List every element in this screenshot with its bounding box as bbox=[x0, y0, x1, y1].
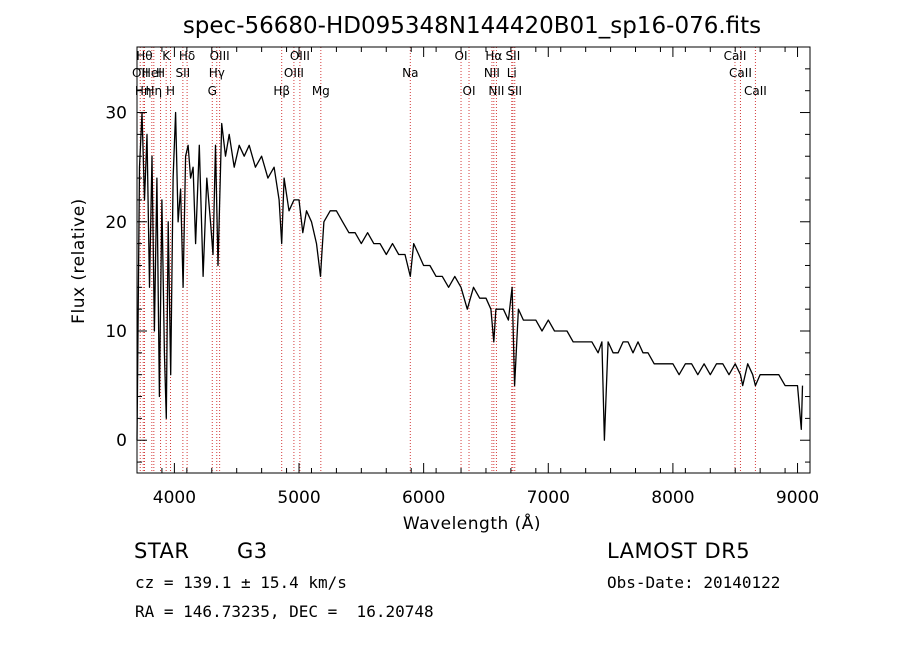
spectral-line-label: Na bbox=[402, 66, 418, 80]
spectral-line-label: Li bbox=[507, 66, 517, 80]
spectral-line-label: CaII bbox=[724, 49, 747, 63]
x-tick-label: 8000 bbox=[651, 488, 694, 508]
y-tick-label: 0 bbox=[116, 431, 127, 451]
y-tick-label: 10 bbox=[105, 322, 127, 342]
spectral-line-label: SII bbox=[506, 49, 521, 63]
y-tick-label: 20 bbox=[105, 213, 127, 233]
y-tick-label: 30 bbox=[105, 104, 127, 124]
spectral-line-label: Hη bbox=[135, 84, 152, 98]
redshift-text: cz = 139.1 ± 15.4 km/s bbox=[135, 573, 347, 592]
spectral-line-labels: OIIHηHθHeIHηHKHSIIHδGHγOIIIHβOIIIOIIIMgN… bbox=[132, 49, 767, 98]
survey-name: LAMOST DR5 bbox=[607, 539, 751, 563]
spectral-line-label: OIII bbox=[290, 49, 310, 63]
spectral-line-label: HeI bbox=[142, 66, 162, 80]
object-subclass: G3 bbox=[237, 539, 268, 563]
spectral-line-label: OIII bbox=[210, 49, 230, 63]
spectral-line-label: Hθ bbox=[136, 49, 152, 63]
spectral-line-label: CaII bbox=[729, 66, 752, 80]
spectral-line-label: OIII bbox=[284, 66, 304, 80]
x-tick-label: 7000 bbox=[527, 488, 570, 508]
y-axis-label: Flux (relative) bbox=[69, 198, 89, 324]
coordinates-text: RA = 146.73235, DEC = 16.20748 bbox=[135, 602, 434, 621]
spectral-line-label: K bbox=[162, 49, 171, 63]
object-class: STAR bbox=[134, 539, 190, 563]
spectral-line-label: Hδ bbox=[179, 49, 195, 63]
spectral-line-label: Hα bbox=[485, 49, 502, 63]
spectral-line-markers bbox=[139, 47, 756, 473]
y-axis: 0 10 20 30 bbox=[105, 46, 810, 463]
x-axis: 4000 5000 6000 7000 8000 9000 bbox=[136, 47, 819, 508]
spectral-line-label: CaII bbox=[744, 84, 767, 98]
spectral-line-label: Hη bbox=[146, 84, 163, 98]
spectral-line-label: NII bbox=[488, 84, 504, 98]
spectral-line-label: Hγ bbox=[209, 66, 225, 80]
spectral-line-label: Mg bbox=[312, 84, 330, 98]
x-tick-label: 9000 bbox=[776, 488, 819, 508]
spectral-line-label: H bbox=[166, 84, 175, 98]
spectral-line-label: OI bbox=[455, 49, 468, 63]
spectrum-line bbox=[136, 111, 804, 441]
x-tick-label: 6000 bbox=[402, 488, 445, 508]
spectral-line-label: SII bbox=[507, 84, 522, 98]
spectral-line-label: NII bbox=[484, 66, 500, 80]
spectral-line-label: OI bbox=[463, 84, 476, 98]
spectral-line-label: H bbox=[156, 66, 165, 80]
spectrum-series bbox=[136, 111, 804, 441]
x-axis-label: Wavelength (Å) bbox=[403, 512, 541, 534]
spectral-line-label: OII bbox=[132, 66, 149, 80]
chart-title: spec-56680-HD095348N144420B01_sp16-076.f… bbox=[183, 13, 761, 39]
spectral-line-label: SII bbox=[176, 66, 191, 80]
plot-frame bbox=[136, 46, 811, 474]
spectral-line-label: G bbox=[208, 84, 217, 98]
x-tick-label: 4000 bbox=[153, 488, 196, 508]
obs-date-text: Obs-Date: 20140122 bbox=[607, 573, 781, 592]
x-tick-label: 5000 bbox=[277, 488, 320, 508]
spectral-line-label: Hβ bbox=[273, 84, 290, 98]
